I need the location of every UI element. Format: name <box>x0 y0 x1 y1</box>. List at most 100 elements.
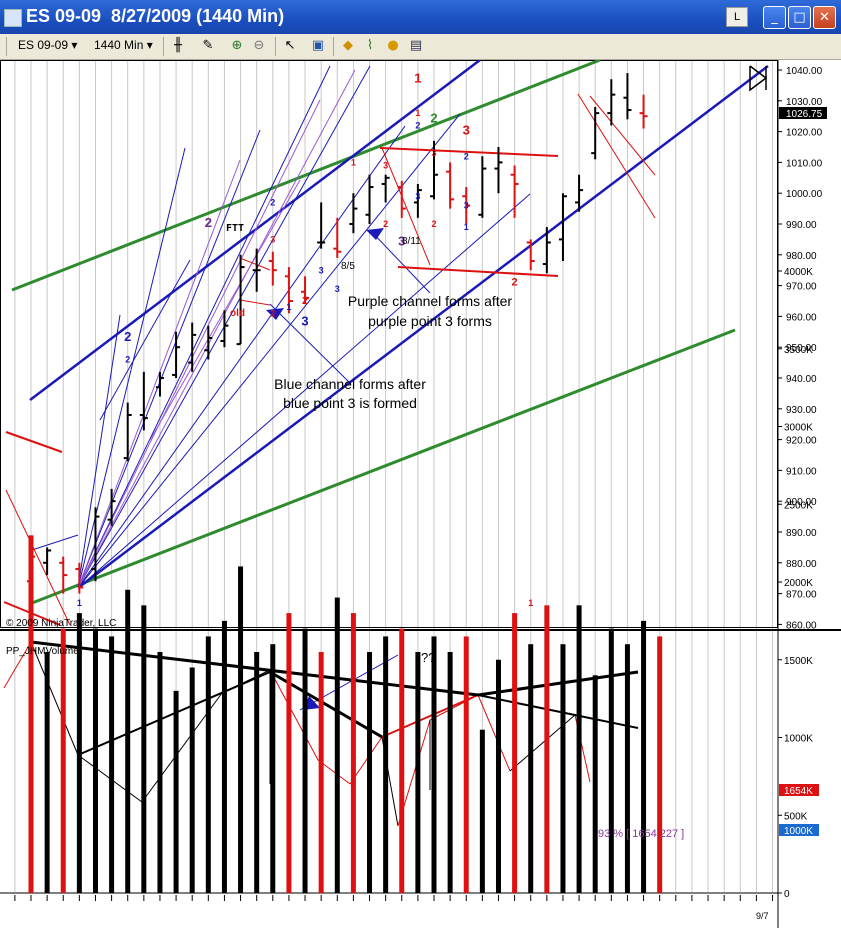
pattern-point-label: 1 <box>351 157 356 167</box>
volume-axis-label: 2500K <box>784 500 813 511</box>
volume-bar <box>367 651 373 893</box>
price-axis-label: 980.00 <box>786 251 817 262</box>
fan-line-purple <box>149 179 301 441</box>
volume-bar <box>28 535 34 893</box>
cursor-pointer-icon[interactable]: ↖ <box>284 38 296 53</box>
volume-axis-label: 2000K <box>784 578 813 589</box>
price-axis-label: 940.00 <box>786 374 817 385</box>
purple-channel-note-line2: purple point 3 forms <box>368 313 492 329</box>
blue-arrow-marker <box>266 308 284 320</box>
volume-bar <box>528 644 534 893</box>
volume-bars <box>28 535 663 893</box>
volume-bar <box>221 620 227 893</box>
volume-bar <box>92 628 98 893</box>
volume-bar <box>624 644 630 893</box>
pencil-draw-icon[interactable]: ✎ <box>202 38 214 53</box>
price-axis-label: 1030.00 <box>786 97 823 108</box>
green-channel-upper <box>11 60 601 292</box>
fan-line-blue <box>31 534 79 551</box>
blue-channel-lower <box>77 65 769 589</box>
interval-selector[interactable]: 1440 Min ▾ <box>94 38 153 52</box>
volume-axis-label: 3000K <box>784 423 813 434</box>
volume-bar <box>125 589 131 893</box>
data-box-icon[interactable]: ● <box>387 38 399 53</box>
price-axis-label: 1040.00 <box>786 66 823 77</box>
volume-zigzag <box>477 694 511 772</box>
volume-bar <box>576 605 582 893</box>
pattern-point-label: 3 <box>335 284 340 294</box>
red-thin-line <box>239 257 271 271</box>
blue-arrow-marker <box>366 228 384 240</box>
date-label-8-11: 8/11 <box>402 236 421 247</box>
fan-line-blue <box>77 65 331 589</box>
indicator-icon[interactable]: ⌇ <box>366 38 374 53</box>
maximize-button[interactable]: □ <box>788 6 811 29</box>
strategy-icon[interactable]: ◆ <box>343 38 353 53</box>
pattern-point-label: 3 <box>319 265 324 275</box>
chevron-down-icon: ▾ <box>146 38 153 52</box>
price-axis-label: 1020.00 <box>786 128 823 139</box>
red-resistance-line <box>379 147 559 157</box>
toolbar-separator <box>275 37 276 56</box>
volume-stat-text: 93 % [ 1654 227 ] <box>598 828 684 840</box>
volume-bar <box>383 636 389 893</box>
volume-bar <box>173 690 179 893</box>
x-axis-date-label: 9/7 <box>756 911 769 921</box>
volume-bar <box>141 605 147 893</box>
volume-trend-red <box>381 694 479 738</box>
data-table-icon[interactable]: ▤ <box>409 38 423 53</box>
volume-zigzag <box>3 641 32 689</box>
volume-axis-label: 500K <box>784 811 808 822</box>
pattern-point-label: 2 <box>431 219 436 229</box>
pattern-point-label: 3 <box>270 234 275 244</box>
pattern-point-label: 3 <box>431 148 436 158</box>
volume-bar <box>109 636 115 893</box>
pattern-point-label: 2 <box>512 277 518 289</box>
last-volume-label: 1654K <box>784 786 813 797</box>
price-axis-label: 1010.00 <box>786 158 823 169</box>
y-axes: 1040.00 1030.00 1020.00 1010.00 1000.00 990.0… <box>778 66 827 900</box>
volume-bar <box>286 613 292 893</box>
volume-bar <box>399 628 405 893</box>
pattern-point-label: 1 <box>286 302 291 312</box>
volume-bar <box>657 636 663 893</box>
blue-channel-note-line2: blue point 3 is formed <box>283 395 417 411</box>
instrument-selector[interactable]: ES 09-09 ▾ <box>18 38 77 52</box>
volume-bar <box>512 613 518 893</box>
price-axis-label: 970.00 <box>786 282 817 293</box>
price-axis-label: 870.00 <box>786 590 817 601</box>
pattern-point-label: 3 <box>398 234 405 249</box>
bars-type-icon[interactable]: ╫ <box>174 38 182 53</box>
price-axis-label: 860.00 <box>786 620 817 631</box>
chart-properties-icon[interactable]: ▣ <box>311 38 325 53</box>
pattern-point-label: 3 <box>463 123 470 138</box>
volume-note-pointer <box>299 654 399 711</box>
volume-axis-label: 1000K <box>784 734 813 745</box>
volume-bar <box>189 667 195 893</box>
volume-bar <box>447 651 453 893</box>
price-axis-label: 910.00 <box>786 466 817 477</box>
minimize-button[interactable]: _ <box>763 6 786 29</box>
zoom-out-icon[interactable]: ⊖ <box>253 38 265 53</box>
instrument-label: ES 09-09 <box>18 38 69 52</box>
pattern-point-label: 2 <box>464 151 469 161</box>
pattern-point-label: 2 <box>270 308 275 318</box>
pattern-point-label: 3 <box>383 161 388 171</box>
volume-zigzag <box>30 641 79 756</box>
price-axis-label: 900.00 <box>786 497 817 508</box>
zoom-in-icon[interactable]: ⊕ <box>231 38 243 53</box>
pattern-point-label: 2 <box>125 355 130 365</box>
volume-bar <box>60 628 66 893</box>
blue-note-pointer <box>269 303 351 384</box>
date-label-8-5: 8/5 <box>341 261 355 272</box>
close-button[interactable]: ✕ <box>813 6 836 29</box>
volume-bar <box>254 651 260 893</box>
last-price-label: 1026.75 <box>786 109 823 120</box>
volume-ref-label: 1000K <box>784 826 813 837</box>
fan-line-purple <box>77 99 321 589</box>
volume-bar <box>302 628 308 893</box>
link-button[interactable]: L <box>726 7 748 27</box>
price-axis-label: 1000.00 <box>786 189 823 200</box>
